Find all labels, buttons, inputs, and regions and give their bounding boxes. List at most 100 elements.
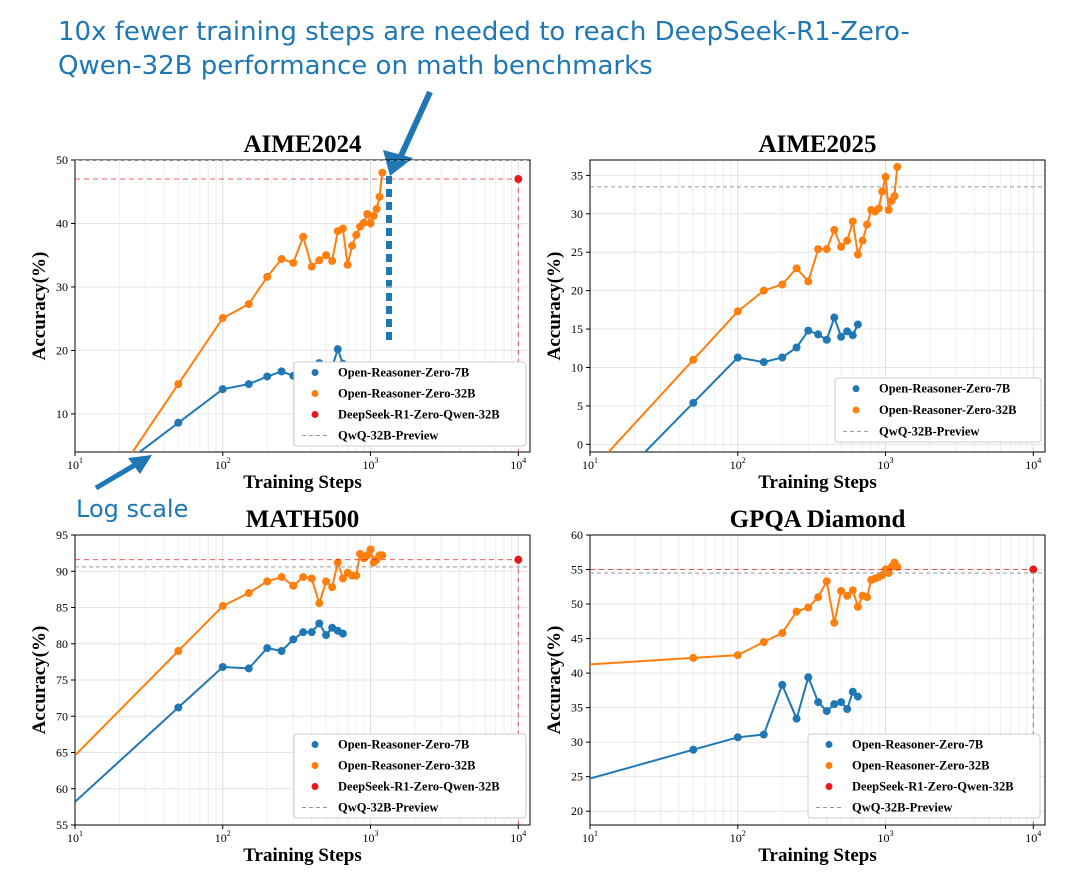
point-open-reasoner-zero-7b xyxy=(804,673,813,682)
y-axis-label: Accuracy(%) xyxy=(544,252,565,361)
legend-label-open-reasoner-zero-32b: Open-Reasoner-Zero-32B xyxy=(338,387,475,401)
point-open-reasoner-zero-32b xyxy=(289,581,298,590)
legend: Open-Reasoner-Zero-7B Open-Reasoner-Zero-… xyxy=(807,733,1041,819)
y-tick-label: 5 xyxy=(577,399,583,413)
legend-marker-open-reasoner-zero-32b xyxy=(825,762,833,769)
point-open-reasoner-zero-7b xyxy=(792,714,801,723)
chart-title: GPQA Diamond xyxy=(730,506,906,533)
point-open-reasoner-zero-7b xyxy=(289,635,298,644)
point-open-reasoner-zero-32b xyxy=(792,264,801,273)
point-open-reasoner-zero-32b xyxy=(352,571,361,580)
x-tick-label: 104 xyxy=(1025,456,1041,472)
legend: Open-Reasoner-Zero-7B Open-Reasoner-Zero-… xyxy=(293,733,527,819)
legend-marker-open-reasoner-zero-7b xyxy=(311,741,319,748)
point-open-reasoner-zero-32b xyxy=(378,168,387,177)
point-open-reasoner-zero-32b xyxy=(263,272,272,281)
point-open-reasoner-zero-7b xyxy=(778,353,787,362)
point-open-reasoner-zero-32b xyxy=(218,602,227,611)
y-tick-label: 55 xyxy=(571,563,583,577)
legend-marker-open-reasoner-zero-7b xyxy=(825,741,833,748)
point-open-reasoner-zero-32b xyxy=(893,162,902,171)
point-open-reasoner-zero-32b xyxy=(863,220,872,229)
chart-panel-aime2025: 0 5 10 15 20 25 30 35 101 102 103 104 AIME2025 Traini… xyxy=(544,131,1046,493)
point-open-reasoner-zero-32b xyxy=(322,577,331,586)
legend-label-open-reasoner-zero-32b: Open-Reasoner-Zero-32B xyxy=(338,759,475,773)
legend: Open-Reasoner-Zero-7B Open-Reasoner-Zero-… xyxy=(293,361,527,447)
y-tick-label: 80 xyxy=(56,637,68,651)
line-open-reasoner-zero-32b xyxy=(590,560,899,666)
point-open-reasoner-zero-32b xyxy=(792,607,801,616)
x-tick-label: 104 xyxy=(510,456,526,472)
point-open-reasoner-zero-7b xyxy=(843,705,852,713)
y-tick-label: 35 xyxy=(571,168,583,182)
point-open-reasoner-zero-32b xyxy=(814,245,823,254)
point-open-reasoner-zero-32b xyxy=(307,262,316,271)
legend-label-deepseek-r1-zero-qwen-32b: DeepSeek-R1-Zero-Qwen-32B xyxy=(852,780,1014,794)
point-open-reasoner-zero-7b xyxy=(822,707,831,716)
point-open-reasoner-zero-7b xyxy=(837,698,846,707)
headline-line-2: Qwen-32B performance on math benchmarks xyxy=(58,51,653,81)
legend-label-qwq-32b-preview: QwQ-32B-Preview xyxy=(338,801,438,815)
y-tick-label: 10 xyxy=(56,407,68,421)
y-tick-label: 30 xyxy=(571,735,583,749)
point-open-reasoner-zero-32b xyxy=(363,209,372,218)
x-tick-label: 104 xyxy=(1025,829,1041,845)
plot-area xyxy=(590,162,1045,452)
point-open-reasoner-zero-7b xyxy=(822,335,831,344)
x-tick-label: 101 xyxy=(67,456,83,472)
point-open-reasoner-zero-7b xyxy=(174,703,183,712)
point-open-reasoner-zero-32b xyxy=(315,256,324,265)
legend: Open-Reasoner-Zero-7B Open-Reasoner-Zero-… xyxy=(834,377,1042,443)
point-open-reasoner-zero-32b xyxy=(363,551,372,560)
point-open-reasoner-zero-32b xyxy=(778,629,787,638)
x-tick-label: 102 xyxy=(730,456,746,472)
point-open-reasoner-zero-32b xyxy=(843,236,852,245)
point-open-reasoner-zero-32b xyxy=(328,583,337,592)
point-open-reasoner-zero-32b xyxy=(343,260,352,269)
log-scale-arrowhead xyxy=(128,455,152,474)
point-open-reasoner-zero-32b xyxy=(878,187,887,196)
y-axis-label: Accuracy(%) xyxy=(29,626,50,735)
point-open-reasoner-zero-32b xyxy=(881,172,890,181)
point-open-reasoner-zero-32b xyxy=(244,300,253,309)
point-open-reasoner-zero-7b xyxy=(837,332,846,341)
legend-marker-deepseek-r1-zero-qwen-32b xyxy=(311,411,319,418)
legend-box xyxy=(807,733,1041,819)
point-deepseek-r1-zero-qwen-32b xyxy=(514,555,523,564)
point-open-reasoner-zero-7b xyxy=(848,687,857,696)
point-open-reasoner-zero-7b xyxy=(814,330,823,339)
legend-marker-deepseek-r1-zero-qwen-32b xyxy=(825,783,833,790)
point-open-reasoner-zero-7b xyxy=(218,385,227,394)
x-axis-label: Training Steps xyxy=(243,845,361,866)
x-tick-label: 101 xyxy=(67,829,83,845)
point-open-reasoner-zero-7b xyxy=(315,619,324,628)
point-open-reasoner-zero-7b xyxy=(778,680,787,689)
point-open-reasoner-zero-32b xyxy=(328,256,337,265)
headline-line-1: 10x fewer training steps are needed to r… xyxy=(58,17,910,47)
point-open-reasoner-zero-32b xyxy=(372,204,381,213)
point-open-reasoner-zero-32b xyxy=(804,603,813,612)
y-tick-label: 65 xyxy=(56,746,68,760)
log-scale-label: Log scale xyxy=(76,495,188,523)
y-tick-label: 30 xyxy=(56,280,68,294)
x-axis-label: Training Steps xyxy=(243,472,361,493)
legend-box xyxy=(293,361,527,447)
x-tick-label: 102 xyxy=(215,456,231,472)
legend-label-open-reasoner-zero-7b: Open-Reasoner-Zero-7B xyxy=(338,738,469,752)
y-tick-label: 20 xyxy=(571,284,583,298)
point-open-reasoner-zero-7b xyxy=(759,730,768,739)
point-open-reasoner-zero-32b xyxy=(848,217,857,226)
y-tick-label: 75 xyxy=(56,673,68,687)
point-open-reasoner-zero-32b xyxy=(733,651,742,660)
point-open-reasoner-zero-7b xyxy=(733,733,742,742)
y-tick-label: 35 xyxy=(571,701,583,715)
point-open-reasoner-zero-32b xyxy=(884,205,893,214)
y-tick-label: 20 xyxy=(571,804,583,818)
point-open-reasoner-zero-32b xyxy=(366,545,375,554)
point-open-reasoner-zero-32b xyxy=(338,224,347,233)
headline-arrow xyxy=(397,90,433,160)
point-open-reasoner-zero-32b xyxy=(893,562,902,571)
point-open-reasoner-zero-32b xyxy=(863,593,872,602)
point-open-reasoner-zero-32b xyxy=(837,242,846,251)
